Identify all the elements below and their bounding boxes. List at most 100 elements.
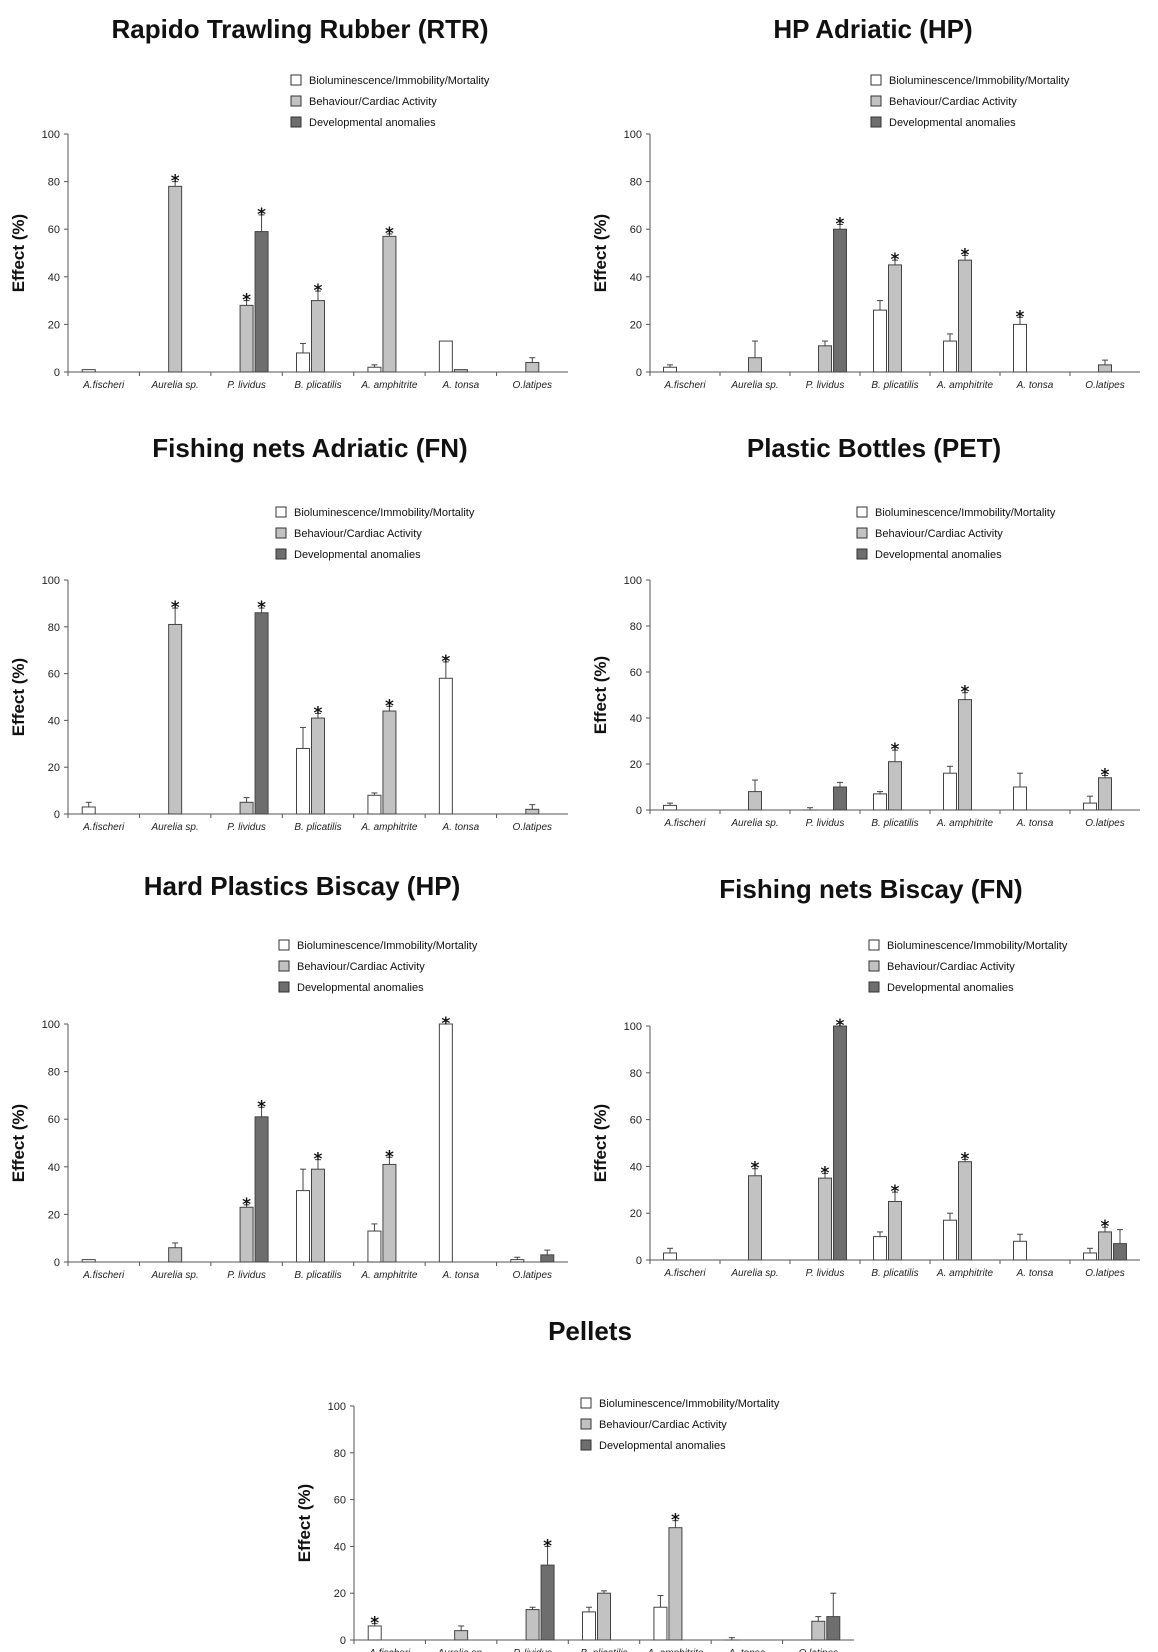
legend-swatch-bioluminescence-immobility-mortality <box>870 74 882 86</box>
significance-marker: * <box>961 683 970 703</box>
significance-marker: * <box>171 172 180 192</box>
chart-title: Hard Plastics Biscay (HP) <box>144 871 460 901</box>
significance-marker: * <box>242 291 251 311</box>
y-tick-label: 80 <box>630 621 642 633</box>
y-tick-label: 60 <box>334 1495 346 1507</box>
y-axis-label: Effect (%) <box>591 214 610 292</box>
category-label-p-lividus: P. lividus <box>227 1270 266 1281</box>
bar-behaviour-cardiac-activity-aurelia-sp <box>168 185 183 373</box>
bar-behaviour-cardiac-activity-b-plicatilis <box>888 1201 902 1261</box>
bar-bioluminescence-immobility-mortality-b-plicatilis <box>296 1190 310 1263</box>
bar-bioluminescence-immobility-mortality-a-amphitrite <box>943 340 957 373</box>
bar-bioluminescence-immobility-mortality-a-tonsa <box>438 677 453 815</box>
chart-panel-6: Fishing nets Biscay (FN) Bioluminescence/… <box>591 874 1140 1279</box>
y-tick-label: 20 <box>630 1208 642 1220</box>
bar-behaviour-cardiac-activity-a-amphitrite <box>958 1161 972 1261</box>
y-tick-label: 0 <box>340 1635 346 1647</box>
bar-bioluminescence-immobility-mortality-a-fischeri <box>663 1252 677 1261</box>
significance-marker: * <box>961 1149 970 1169</box>
chart-panel-4: Plastic Bottles (PET) Bioluminescence/Imm… <box>591 433 1140 829</box>
bar-bioluminescence-immobility-mortality-a-fischeri <box>81 1259 96 1263</box>
bar-developmental-anomalies-o-latipes <box>1113 1243 1127 1261</box>
legend-label-bioluminescence-immobility-mortality: Bioluminescence/Immobility/Mortality <box>294 507 475 519</box>
bar-bioluminescence-immobility-mortality-a-tonsa <box>1013 1240 1027 1261</box>
legend-label-developmental-anomalies: Developmental anomalies <box>875 549 1002 561</box>
y-tick-label: 80 <box>48 1067 60 1079</box>
category-label-a-amphitrite: A. amphitrite <box>936 1268 994 1279</box>
category-label-p-lividus: P. lividus <box>227 380 266 391</box>
legend-swatch-behaviour-cardiac-activity <box>870 95 882 107</box>
legend-swatch-behaviour-cardiac-activity <box>290 95 302 107</box>
y-tick-label: 20 <box>630 759 642 771</box>
bar-bioluminescence-immobility-mortality-a-amphitrite <box>367 1230 382 1263</box>
significance-marker: * <box>257 1097 266 1117</box>
significance-marker: * <box>891 250 900 270</box>
legend-label-bioluminescence-immobility-mortality: Bioluminescence/Immobility/Mortality <box>889 75 1070 87</box>
legend: Bioluminescence/Immobility/Mortality Beha… <box>275 506 475 561</box>
category-label-p-lividus: P. lividus <box>806 380 845 391</box>
bar-bioluminescence-immobility-mortality-a-tonsa <box>1013 786 1027 811</box>
chart-panel-1: Rapido Trawling Rubber (RTR) Bioluminesce… <box>9 14 568 391</box>
bar-behaviour-cardiac-activity-a-amphitrite <box>668 1527 683 1641</box>
y-tick-label: 60 <box>630 667 642 679</box>
category-label-b-plicatilis: B. plicatilis <box>871 1268 918 1279</box>
bar-behaviour-cardiac-activity-b-plicatilis <box>311 300 325 373</box>
category-label-a-tonsa: A. tonsa <box>442 822 480 833</box>
bar-behaviour-cardiac-activity-b-plicatilis <box>888 761 902 811</box>
bar-developmental-anomalies-p-lividus <box>833 786 847 811</box>
y-tick-label: 60 <box>48 669 60 681</box>
legend-label-developmental-anomalies: Developmental anomalies <box>297 982 424 994</box>
y-tick-label: 100 <box>42 575 60 587</box>
category-label-a-amphitrite: A. amphitrite <box>646 1648 704 1652</box>
y-tick-label: 0 <box>636 805 642 817</box>
bar-behaviour-cardiac-activity-aurelia-sp <box>748 791 762 811</box>
legend-label-bioluminescence-immobility-mortality: Bioluminescence/Immobility/Mortality <box>875 507 1056 519</box>
category-label-b-plicatilis: B. plicatilis <box>294 822 341 833</box>
y-tick-label: 100 <box>42 1019 60 1031</box>
legend: Bioluminescence/Immobility/Mortality Beha… <box>856 506 1056 561</box>
bar-bioluminescence-immobility-mortality-a-amphitrite <box>653 1606 668 1641</box>
bar-behaviour-cardiac-activity-o-latipes <box>525 361 540 373</box>
category-label-a-fischeri: A.fischeri <box>82 380 125 391</box>
category-label-a-tonsa: A. tonsa <box>1016 818 1054 829</box>
y-axis-label: Effect (%) <box>9 214 28 292</box>
category-label-p-lividus: P. lividus <box>513 1648 552 1652</box>
chart-title: Fishing nets Adriatic (FN) <box>152 433 467 463</box>
bar-bioluminescence-immobility-mortality-b-plicatilis <box>873 309 887 373</box>
legend-swatch-developmental-anomalies <box>870 116 882 128</box>
bar-behaviour-cardiac-activity-b-plicatilis <box>597 1592 611 1641</box>
bar-bioluminescence-immobility-mortality-b-plicatilis <box>873 793 887 811</box>
y-tick-label: 100 <box>624 1021 642 1033</box>
significance-marker: * <box>314 281 323 301</box>
category-label-o-latipes: O.latipes <box>1085 818 1124 829</box>
legend-swatch-behaviour-cardiac-activity <box>868 960 880 972</box>
category-label-aurelia-sp: Aurelia sp. <box>437 1648 485 1652</box>
significance-marker: * <box>370 1614 379 1634</box>
category-label-aurelia-sp: Aurelia sp. <box>730 1268 778 1279</box>
category-label-a-amphitrite: A. amphitrite <box>936 818 994 829</box>
category-label-b-plicatilis: B. plicatilis <box>294 1270 341 1281</box>
significance-marker: * <box>543 1536 552 1556</box>
category-label-o-latipes: O.latipes <box>799 1648 838 1652</box>
chart-panel-3: Fishing nets Adriatic (FN) Bioluminescenc… <box>9 433 568 833</box>
category-label-b-plicatilis: B. plicatilis <box>294 380 341 391</box>
significance-marker: * <box>891 1182 900 1202</box>
legend-label-developmental-anomalies: Developmental anomalies <box>294 549 421 561</box>
bar-behaviour-cardiac-activity-p-lividus <box>818 1177 832 1261</box>
legend-swatch-developmental-anomalies <box>868 981 880 993</box>
y-tick-label: 40 <box>630 1161 642 1173</box>
chart-panel-2: HP Adriatic (HP) Bioluminescence/Immobili… <box>591 14 1140 391</box>
bar-behaviour-cardiac-activity-aurelia-sp <box>454 1630 469 1641</box>
bar-bioluminescence-immobility-mortality-b-plicatilis <box>873 1236 887 1261</box>
legend-label-bioluminescence-immobility-mortality: Bioluminescence/Immobility/Mortality <box>309 75 490 87</box>
bar-bioluminescence-immobility-mortality-o-latipes <box>510 1259 525 1263</box>
bar-developmental-anomalies-p-lividus <box>833 1025 847 1261</box>
y-axis-label: Effect (%) <box>591 656 610 734</box>
bar-bioluminescence-immobility-mortality-a-amphitrite <box>943 1219 957 1261</box>
y-tick-label: 0 <box>636 1255 642 1267</box>
category-label-p-lividus: P. lividus <box>227 822 266 833</box>
category-label-aurelia-sp: Aurelia sp. <box>730 380 778 391</box>
significance-marker: * <box>385 224 394 244</box>
significance-marker: * <box>836 1016 845 1036</box>
y-axis-label: Effect (%) <box>591 1104 610 1182</box>
